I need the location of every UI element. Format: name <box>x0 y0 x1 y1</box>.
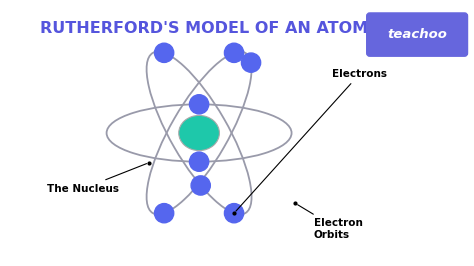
Text: Electron
Orbits: Electron Orbits <box>298 205 363 240</box>
Text: The Nucleus: The Nucleus <box>47 164 146 193</box>
Text: RUTHERFORD'S MODEL OF AN ATOM: RUTHERFORD'S MODEL OF AN ATOM <box>40 21 368 36</box>
Circle shape <box>224 43 244 63</box>
Circle shape <box>155 43 174 63</box>
Circle shape <box>155 203 174 223</box>
Circle shape <box>190 95 209 114</box>
Circle shape <box>191 176 210 195</box>
Ellipse shape <box>179 115 219 151</box>
FancyBboxPatch shape <box>367 13 467 56</box>
Text: teachoo: teachoo <box>387 28 447 41</box>
Circle shape <box>224 203 244 223</box>
Circle shape <box>241 53 261 72</box>
Circle shape <box>190 152 209 171</box>
Text: Electrons: Electrons <box>236 69 387 211</box>
